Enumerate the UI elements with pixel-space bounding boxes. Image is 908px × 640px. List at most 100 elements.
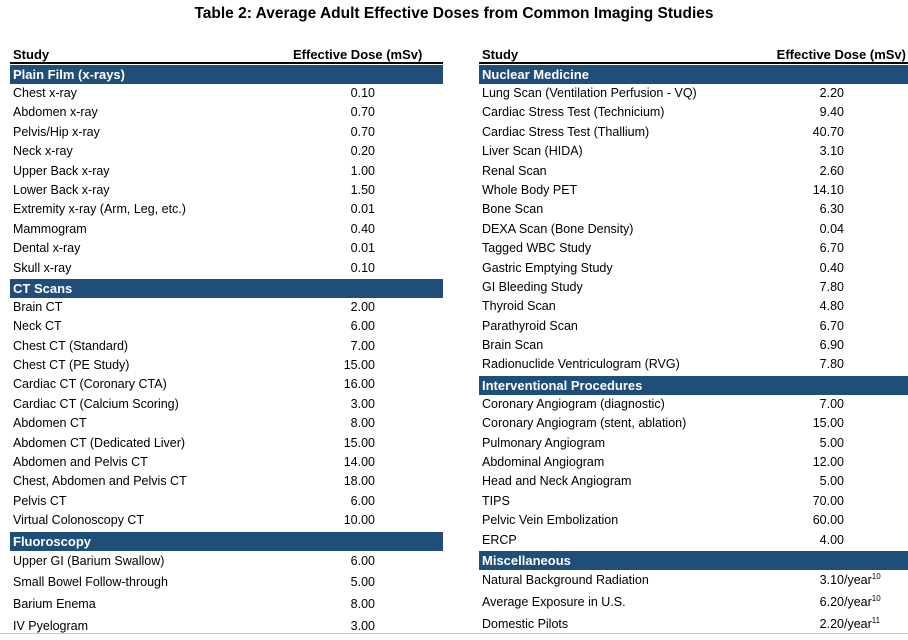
study-name: Pelvis/Hip x-ray xyxy=(13,124,100,139)
study-name: Cardiac Stress Test (Technicium) xyxy=(482,105,665,120)
table-row: Abdomen CT (Dedicated Liver) 15.00 xyxy=(10,434,443,453)
dose-cell: 6.30 xyxy=(798,200,908,219)
left-sections: Plain Film (x-rays) Chest x-ray 0.10 Abdome… xyxy=(10,65,443,638)
dose-value: 1.50 xyxy=(350,182,375,197)
column-header: Study Effective Dose (mSv) xyxy=(479,44,908,64)
table-row: Parathyroid Scan 6.70 xyxy=(479,317,908,336)
dose-value: 0.40 xyxy=(819,260,844,275)
dose-cell: 6.00 xyxy=(333,317,443,336)
dose-value: 3.00 xyxy=(350,396,375,411)
table-row: Upper Back x-ray 1.00 xyxy=(10,162,443,181)
study-name: Radionuclide Ventriculogram (RVG) xyxy=(482,357,680,372)
dose-cell: 0.04 xyxy=(798,220,908,239)
study-name: Cardiac CT (Coronary CTA) xyxy=(13,377,167,392)
dose-value: 5.00 xyxy=(819,435,844,450)
dose-cell: 0.70 xyxy=(333,123,443,142)
study-name: Natural Background Radiation xyxy=(482,572,649,587)
table-row: Extremity x-ray (Arm, Leg, etc.) 0.01 xyxy=(10,200,443,219)
dose-value: 6.00 xyxy=(350,493,375,508)
study-name: Thyroid Scan xyxy=(482,299,556,314)
dose-cell: 1.00 xyxy=(333,162,443,181)
study-header: Study xyxy=(482,47,519,62)
dose-cell: 6.00 xyxy=(333,551,443,573)
section-header: CT Scans xyxy=(10,278,443,298)
study-name: TIPS xyxy=(482,493,510,508)
dose-value: 9.40 xyxy=(819,105,844,120)
study-name: Parathyroid Scan xyxy=(482,318,578,333)
dose-cell: 0.10 xyxy=(333,84,443,103)
dose-cell: 18.00 xyxy=(333,472,443,491)
dose-value: 15.00 xyxy=(812,416,844,431)
dose-value: 0.40 xyxy=(350,221,375,236)
study-name: Abdomen and Pelvis CT xyxy=(13,455,148,470)
dose-value: 5.00 xyxy=(350,575,375,590)
table-row: Brain CT 2.00 xyxy=(10,298,443,317)
dose-value: 4.00 xyxy=(819,532,844,547)
table-row: Small Bowel Follow-through 5.00 xyxy=(10,572,443,594)
table-row: Pelvic Vein Embolization 60.00 xyxy=(479,511,908,530)
study-name: Liver Scan (HIDA) xyxy=(482,144,583,159)
right-column: Study Effective Dose (mSv) Nuclear Medic… xyxy=(479,44,908,635)
dose-cell: 12.00 xyxy=(798,453,908,472)
table-row: Pulmonary Angiogram 5.00 xyxy=(479,434,908,453)
study-name: GI Bleeding Study xyxy=(482,279,583,294)
study-name: Bone Scan xyxy=(482,202,544,217)
dose-value: 15.00 xyxy=(343,435,375,450)
dose-value: 7.80 xyxy=(819,279,844,294)
dose-value: 0.10 xyxy=(350,260,375,275)
table-row: Neck x-ray 0.20 xyxy=(10,142,443,161)
column-header: Study Effective Dose (mSv) xyxy=(10,44,443,64)
dose-value: 1.00 xyxy=(350,163,375,178)
table-row: Skull x-ray 0.10 xyxy=(10,259,443,278)
dose-value: 0.70 xyxy=(350,105,375,120)
table-row: Natural Background Radiation 3.10/year10 xyxy=(479,570,908,592)
table-row: Tagged WBC Study 6.70 xyxy=(479,239,908,258)
dose-cell: 4.00 xyxy=(798,531,908,550)
dose-value: 6.30 xyxy=(819,202,844,217)
footnote-ref: 10 xyxy=(871,571,881,581)
section-header: Fluoroscopy xyxy=(10,531,443,551)
study-name: Gastric Emptying Study xyxy=(482,260,613,275)
dose-cell: 14.00 xyxy=(333,453,443,472)
table-row: Coronary Angiogram (stent, ablation) 15.0… xyxy=(479,414,908,433)
section-header: Nuclear Medicine xyxy=(479,65,908,84)
table-row: Barium Enema 8.00 xyxy=(10,594,443,616)
table-row: Lung Scan (Ventilation Perfusion - VQ) 2.… xyxy=(479,84,908,103)
table-row: Cardiac Stress Test (Technicium) 9.40 xyxy=(479,103,908,122)
section-header: Miscellaneous xyxy=(479,550,908,570)
study-name: Head and Neck Angiogram xyxy=(482,474,632,489)
dose-cell: 7.80 xyxy=(798,355,908,374)
dose-value: 6.20 xyxy=(819,594,844,609)
study-name: Skull x-ray xyxy=(13,260,72,275)
dose-value: 4.80 xyxy=(819,299,844,314)
table-row: Gastric Emptying Study 0.40 xyxy=(479,259,908,278)
dose-header: Effective Dose (mSv) xyxy=(776,47,906,62)
table-row: IV Pyelogram 3.00 xyxy=(10,616,443,638)
dose-value: 14.00 xyxy=(343,455,375,470)
dose-value: 40.70 xyxy=(812,124,844,139)
table-row: Upper GI (Barium Swallow) 6.00 xyxy=(10,551,443,573)
dose-value: 3.10 xyxy=(819,572,844,587)
study-header: Study xyxy=(13,47,50,62)
dose-value: 5.00 xyxy=(819,474,844,489)
table-row: Domestic Pilots 2.20/year11 xyxy=(479,614,908,636)
dose-value: 2.20 xyxy=(819,616,844,631)
study-name: Coronary Angiogram (diagnostic) xyxy=(482,396,665,411)
table-row: GI Bleeding Study 7.80 xyxy=(479,278,908,297)
dose-value: 10.00 xyxy=(343,513,375,528)
dose-value: 6.00 xyxy=(350,319,375,334)
dose-unit: /year xyxy=(844,616,872,631)
dose-cell: 14.10 xyxy=(798,181,908,200)
dose-value: 0.01 xyxy=(350,241,375,256)
dose-value: 2.00 xyxy=(350,299,375,314)
study-name: Upper GI (Barium Swallow) xyxy=(13,553,165,568)
study-name: Neck x-ray xyxy=(13,144,73,159)
right-sections: Nuclear Medicine Lung Scan (Ventilation P… xyxy=(479,65,908,635)
study-name: Abdomen CT xyxy=(13,416,87,431)
bottom-divider xyxy=(0,633,908,634)
dose-cell: 2.20/year11 xyxy=(798,614,908,636)
dose-value: 0.10 xyxy=(350,86,375,100)
footnote-ref: 11 xyxy=(871,615,881,625)
table-row: Abdominal Angiogram 12.00 xyxy=(479,453,908,472)
dose-cell: 6.70 xyxy=(798,239,908,258)
